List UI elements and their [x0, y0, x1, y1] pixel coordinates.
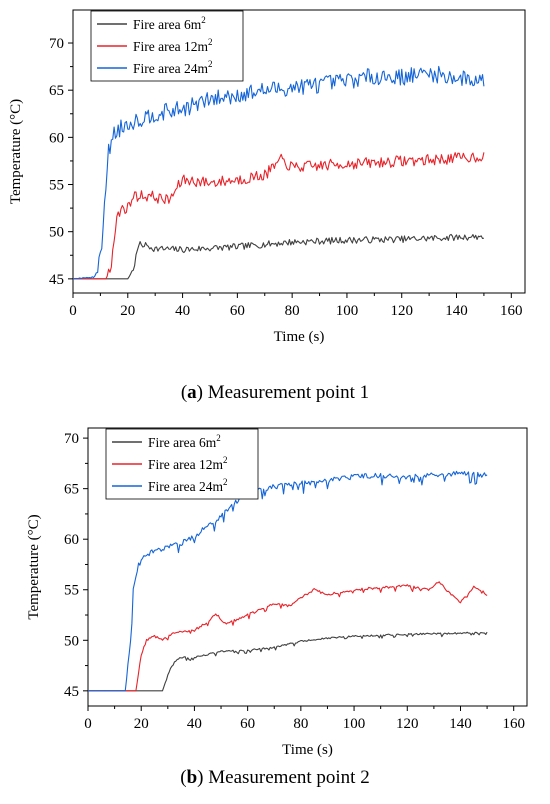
y-tick-label: 60	[49, 130, 64, 146]
series-line-2	[73, 152, 485, 280]
x-tick-label: 120	[390, 303, 413, 319]
legend-entry: Fire area 12m2	[133, 37, 212, 54]
x-tick-label: 100	[343, 716, 366, 732]
y-tick-label: 45	[49, 272, 64, 288]
y-tick-label: 70	[64, 431, 79, 447]
chart-panel-a: 0 20 40 60 80 100 120 140 160 45 50 55 60 65 70 Time (s…	[8, 9, 526, 403]
x-tick-label: 160	[500, 303, 523, 319]
x-tick-label: 140	[449, 716, 472, 732]
x-tick-label: 160	[502, 716, 525, 732]
x-tick-label: 40	[187, 716, 202, 732]
legend-entry: Fire area 12m2	[148, 455, 227, 472]
y-axis-label: Temperature (°C)	[8, 99, 24, 204]
plot-frame	[87, 427, 528, 707]
panel-caption: (b) Measurement point 2	[180, 767, 369, 788]
series-line-3	[88, 470, 488, 692]
y-axis-label: Temperature (°C)	[26, 514, 42, 619]
y-tick-label: 65	[49, 83, 64, 99]
x-tick-label: 60	[230, 303, 245, 319]
x-axis-label: Time (s)	[282, 742, 333, 758]
x-tick-label: 140	[445, 303, 468, 319]
y-tick-label: 50	[49, 225, 64, 241]
chart-panel-b: 0 20 40 60 80 100 120 140 160 45 50 55 60 65 70 Time (s…	[26, 427, 528, 788]
series-line-3	[73, 65, 485, 280]
x-tick-label: 80	[293, 716, 308, 732]
legend-entry: Fire area 24m2	[148, 477, 227, 494]
legend-entry: Fire area 24m2	[133, 59, 212, 76]
y-tick-label: 55	[64, 583, 79, 599]
y-tick-label: 65	[64, 482, 79, 498]
series-line-1	[88, 631, 488, 692]
x-tick-label: 80	[285, 303, 300, 319]
x-tick-label: 20	[134, 716, 149, 732]
x-tick-label: 0	[84, 716, 92, 732]
x-tick-label: 40	[175, 303, 190, 319]
y-tick-label: 70	[49, 36, 64, 52]
y-tick-label: 45	[64, 684, 79, 700]
x-tick-label: 120	[396, 716, 419, 732]
x-axis-label: Time (s)	[274, 329, 325, 345]
x-tick-label: 20	[120, 303, 135, 319]
series-line-1	[73, 233, 485, 280]
x-tick-label: 0	[69, 303, 77, 319]
panel-caption: (a) Measurement point 1	[181, 382, 369, 403]
plot-frame	[72, 9, 526, 294]
x-tick-label: 60	[240, 716, 255, 732]
y-tick-label: 50	[64, 633, 79, 649]
legend-entry: Fire area 6m2	[148, 433, 221, 450]
series-line-2	[88, 581, 488, 692]
legend-entry: Fire area 6m2	[133, 15, 206, 32]
y-tick-label: 60	[64, 532, 79, 548]
y-tick-label: 55	[49, 178, 64, 194]
x-tick-label: 100	[336, 303, 359, 319]
